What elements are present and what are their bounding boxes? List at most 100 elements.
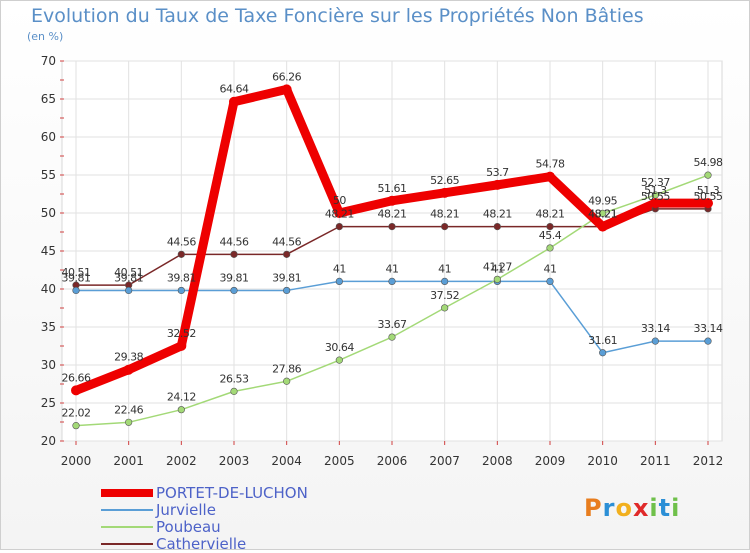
y-tick-label: 50 bbox=[41, 206, 56, 220]
data-label: 52.37 bbox=[641, 176, 670, 189]
x-tick-label: 2003 bbox=[219, 454, 250, 468]
data-label: 29.38 bbox=[114, 351, 143, 364]
logo-letter: t bbox=[658, 494, 672, 522]
data-label: 26.66 bbox=[62, 371, 91, 384]
data-point bbox=[599, 349, 607, 357]
data-label: 32.52 bbox=[167, 327, 196, 340]
data-point bbox=[335, 223, 343, 231]
legend-label: Jurvielle bbox=[156, 501, 216, 519]
data-label: 24.12 bbox=[167, 391, 196, 404]
data-label: 30.64 bbox=[325, 341, 354, 354]
data-point bbox=[441, 304, 449, 312]
proxiti-logo: Proxiti bbox=[584, 494, 680, 522]
data-label: 33.14 bbox=[694, 322, 723, 335]
data-label: 39.81 bbox=[220, 271, 249, 284]
data-point bbox=[387, 195, 397, 206]
x-tick-label: 2008 bbox=[482, 454, 513, 468]
legend-swatch bbox=[101, 526, 153, 528]
y-tick-label: 70 bbox=[41, 54, 56, 68]
data-label: 64.64 bbox=[220, 83, 249, 96]
data-label: 48.21 bbox=[588, 208, 617, 221]
y-tick-label: 55 bbox=[41, 168, 56, 182]
data-label: 40.51 bbox=[114, 266, 143, 279]
data-label: 51.3 bbox=[697, 184, 720, 197]
logo-letter: x bbox=[632, 494, 650, 522]
data-label: 45.4 bbox=[539, 229, 562, 242]
data-label: 41 bbox=[333, 262, 346, 275]
x-tick-label: 2000 bbox=[61, 454, 92, 468]
logo-letter: r bbox=[602, 494, 616, 522]
x-tick-label: 2001 bbox=[113, 454, 144, 468]
logo-letter: o bbox=[615, 494, 633, 522]
data-label: 53.7 bbox=[486, 166, 509, 179]
data-point bbox=[704, 171, 712, 179]
data-point bbox=[72, 286, 80, 295]
data-point bbox=[441, 277, 449, 286]
data-label: 33.67 bbox=[378, 318, 407, 331]
data-label: 37.52 bbox=[430, 289, 459, 302]
legend-swatch bbox=[101, 543, 153, 545]
data-point bbox=[230, 250, 238, 258]
data-point bbox=[230, 387, 238, 395]
data-label: 51.3 bbox=[644, 184, 667, 197]
data-label: 41 bbox=[544, 262, 557, 275]
data-point bbox=[335, 356, 343, 364]
data-point bbox=[493, 223, 501, 231]
data-label: 66.26 bbox=[272, 70, 301, 83]
y-tick-label: 40 bbox=[41, 282, 56, 296]
legend-swatch bbox=[101, 489, 153, 497]
data-point bbox=[651, 337, 659, 345]
data-point bbox=[597, 221, 608, 232]
y-tick-label: 25 bbox=[41, 396, 56, 410]
data-label: 52.65 bbox=[430, 174, 459, 187]
data-point bbox=[441, 223, 449, 231]
data-point bbox=[230, 286, 238, 295]
x-tick-label: 2002 bbox=[166, 454, 197, 468]
x-tick-label: 2009 bbox=[535, 454, 566, 468]
data-label: 27.86 bbox=[272, 362, 301, 375]
y-tick-label: 65 bbox=[41, 92, 56, 106]
legend-label: Poubeau bbox=[156, 518, 221, 536]
y-tick-label: 20 bbox=[41, 434, 56, 448]
data-label: 39.81 bbox=[114, 271, 143, 284]
y-tick-label: 45 bbox=[41, 244, 56, 258]
data-point bbox=[546, 277, 554, 286]
data-point bbox=[703, 198, 713, 209]
data-label: 41 bbox=[438, 262, 451, 275]
data-label: 49.95 bbox=[588, 194, 617, 207]
y-tick-label: 30 bbox=[41, 358, 56, 372]
data-point bbox=[545, 171, 555, 182]
y-unit-label: (en %) bbox=[27, 30, 64, 43]
data-point bbox=[71, 385, 81, 396]
legend-label: Cathervielle bbox=[156, 535, 247, 553]
data-point bbox=[546, 244, 554, 252]
data-point bbox=[334, 208, 345, 218]
x-tick-label: 2012 bbox=[693, 454, 724, 468]
x-tick-label: 2006 bbox=[377, 454, 408, 468]
data-label: 44.56 bbox=[220, 235, 249, 248]
legend-label: PORTET-DE-LUCHON bbox=[156, 484, 308, 502]
data-point bbox=[546, 223, 554, 231]
data-label: 40.51 bbox=[62, 266, 91, 279]
x-tick-label: 2010 bbox=[587, 454, 618, 468]
data-label: 48.21 bbox=[430, 208, 459, 221]
data-point bbox=[704, 337, 712, 345]
data-point bbox=[125, 418, 133, 426]
data-label: 39.81 bbox=[62, 271, 91, 284]
data-point bbox=[177, 250, 185, 258]
data-label: 26.53 bbox=[220, 372, 249, 385]
data-label: 44.56 bbox=[167, 235, 196, 248]
data-point bbox=[599, 209, 607, 217]
data-label: 50.55 bbox=[694, 190, 723, 203]
data-label: 39.81 bbox=[272, 271, 301, 284]
data-point bbox=[650, 198, 661, 209]
data-point bbox=[388, 333, 396, 341]
data-label: 54.98 bbox=[694, 156, 723, 169]
data-label: 51.61 bbox=[378, 182, 407, 195]
data-point bbox=[388, 277, 396, 286]
data-point bbox=[439, 187, 450, 198]
data-point bbox=[388, 223, 396, 231]
data-point bbox=[229, 96, 239, 107]
logo-letter: i bbox=[649, 494, 659, 522]
